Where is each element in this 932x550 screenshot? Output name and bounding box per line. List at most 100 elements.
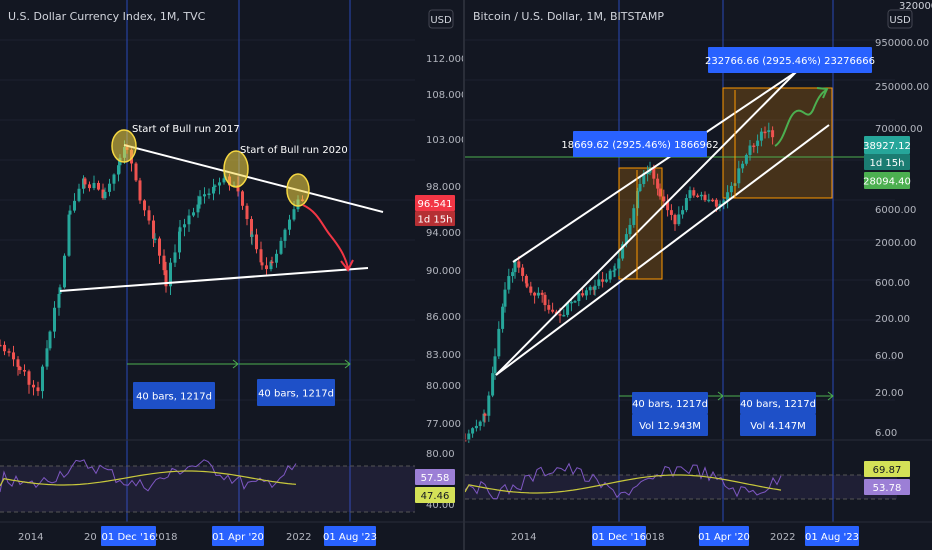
btc-candle <box>529 286 533 293</box>
btc-candle <box>471 428 475 434</box>
dxy-candle <box>7 351 11 353</box>
date-tag-2-text: 01 Apr '20 <box>698 532 750 543</box>
price-label: 112.000 <box>426 54 463 65</box>
btc-chart-title: Bitcoin / U.S. Dollar, 1M, BITSTAMP <box>473 10 665 23</box>
dxy-candle <box>117 165 120 175</box>
btc-candle <box>744 154 748 164</box>
btc-candle <box>577 293 581 302</box>
btc-candle <box>482 413 486 422</box>
dxy-candle <box>279 240 283 254</box>
btc-candle <box>566 303 570 315</box>
dxy-candle <box>265 265 268 270</box>
price-label: 6.00 <box>875 428 897 439</box>
measure-label-1-box <box>573 131 707 157</box>
currency-label: USD <box>889 15 911 26</box>
btc-candle <box>714 199 718 207</box>
btc-candle <box>703 194 707 201</box>
btc-candle <box>551 309 555 312</box>
btc-candle <box>652 168 656 179</box>
vol-box-1-text: Vol 12.943M <box>639 421 701 432</box>
btc-candle <box>763 131 767 134</box>
price-axis <box>415 0 463 550</box>
dxy-chart-title: U.S. Dollar Currency Index, 1M, TVC <box>8 10 206 23</box>
dxy-candle <box>169 262 172 287</box>
dxy-candle <box>250 219 253 237</box>
rsi-ma-line <box>465 474 782 494</box>
rsi-band <box>465 475 897 499</box>
btc-candle <box>536 292 540 296</box>
price-label: 103.000 <box>426 135 463 146</box>
dxy-candle <box>3 344 6 352</box>
btc-candle <box>501 306 505 329</box>
currency-box <box>887 9 913 29</box>
projection-arrowhead <box>816 87 829 99</box>
dxy-candle <box>245 205 249 220</box>
dxy-chart-panel[interactable]: USD 112.000 108.000 103.000 98.000 94.000 90.0… <box>0 0 463 550</box>
btc-chart-panel[interactable]: 18669.62 (2925.46%) 1866962 232766.66 (29… <box>465 0 932 550</box>
vol-box-2-text: Vol 4.147M <box>750 421 805 432</box>
price-label: 98.000 <box>426 182 461 193</box>
btc-candle <box>517 261 521 268</box>
channel-bottom <box>495 124 830 376</box>
rsi-ma-tag-box <box>415 487 455 503</box>
date-tag-2-box <box>212 526 264 546</box>
dxy-candle <box>203 194 206 197</box>
dxy-candle <box>83 178 87 185</box>
btc-candle <box>612 270 616 272</box>
dxy-candle <box>222 178 226 183</box>
dxy-candle <box>63 255 66 288</box>
btc-candle <box>748 145 752 155</box>
btc-candle <box>533 292 537 296</box>
support-trendline <box>59 267 369 292</box>
bull-run-2020-label: Start of Bull run 2020 <box>240 145 348 156</box>
btc-candle <box>543 294 547 306</box>
dxy-candle <box>67 214 71 256</box>
dxy-candle <box>77 188 81 201</box>
btc-candle <box>666 201 670 211</box>
btc-candle <box>628 224 632 235</box>
btc-candle <box>547 305 551 310</box>
btc-candle <box>636 191 640 209</box>
btc-candle <box>621 244 625 259</box>
time-label: 2014 <box>18 532 43 543</box>
price-label: 86.000 <box>426 312 461 323</box>
dxy-candle <box>178 231 181 253</box>
dxy-candle <box>153 238 157 241</box>
btc-chart-canvas[interactable]: 18669.62 (2925.46%) 1866962 232766.66 (29… <box>465 0 932 550</box>
btc-candle <box>562 314 566 317</box>
dxy-chart-canvas[interactable]: USD 112.000 108.000 103.000 98.000 94.000 90.0… <box>0 0 463 550</box>
range-box-2-text: 40 bars, 1217d <box>740 399 816 410</box>
dxy-candle <box>48 331 52 349</box>
dxy-candle <box>207 193 211 196</box>
btc-candle <box>507 276 511 290</box>
dxy-candle <box>292 209 296 220</box>
btc-candle <box>696 195 700 198</box>
channel-upper <box>495 65 803 376</box>
btc-candle <box>593 285 597 290</box>
countdown-tag-box <box>864 154 910 170</box>
dxy-candle <box>236 185 240 192</box>
price-label: 108.000 <box>426 90 463 101</box>
range-box-1-box <box>632 392 708 414</box>
price-label: 83.000 <box>426 350 461 361</box>
rsi-ma-tag-box <box>864 479 910 495</box>
btc-candle <box>624 234 628 245</box>
range-box-1-text: 40 bars, 1217d <box>136 392 212 403</box>
dxy-candle <box>158 238 161 256</box>
btc-candle <box>642 173 646 184</box>
panel-divider[interactable] <box>463 0 465 550</box>
currency-box <box>428 9 454 29</box>
countdown-tag-box <box>415 211 455 226</box>
btc-candle <box>584 290 588 296</box>
dxy-candle <box>97 182 100 190</box>
dxy-candle <box>0 344 2 347</box>
dxy-candle <box>218 182 221 186</box>
date-tag-3-box <box>324 526 376 546</box>
btc-candle <box>613 268 617 271</box>
dxy-candle <box>92 182 96 189</box>
time-label: 20 <box>84 532 97 543</box>
btc-candle <box>503 289 507 307</box>
price-label: 250000.00 <box>875 82 929 93</box>
range-box-1-text: 40 bars, 1217d <box>632 399 708 410</box>
dxy-candle <box>192 212 195 216</box>
